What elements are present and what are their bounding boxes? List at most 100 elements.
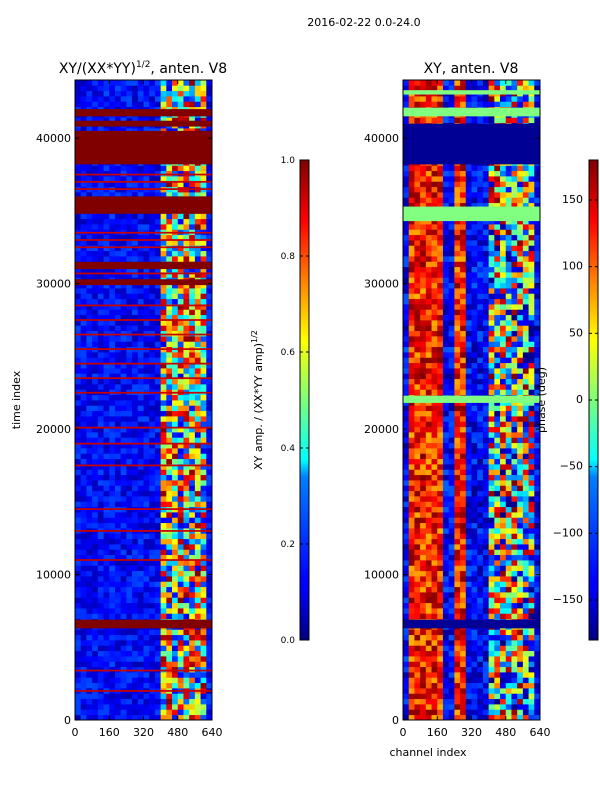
heat-cell	[522, 442, 529, 449]
heat-cell	[414, 421, 421, 428]
heat-cell	[126, 362, 133, 369]
heat-cell	[465, 693, 472, 700]
heat-cell	[109, 480, 116, 486]
heat-cell	[471, 426, 478, 433]
heat-cell	[420, 282, 427, 289]
heat-cell	[189, 592, 196, 598]
heat-cell	[511, 608, 518, 614]
heat-cell	[465, 330, 472, 337]
heat-cell	[92, 410, 99, 417]
heat-cell	[86, 501, 93, 508]
heat-cell	[166, 533, 173, 540]
heat-cell	[97, 496, 104, 502]
heat-cell	[177, 272, 184, 278]
heat-cell	[109, 80, 116, 86]
heat-cell	[172, 165, 179, 172]
heat-cell	[477, 320, 484, 326]
heat-cell	[97, 432, 104, 438]
heat-cell	[534, 650, 541, 657]
heat-cell	[460, 464, 467, 470]
heat-cell	[442, 693, 450, 700]
heat-cell	[442, 554, 450, 561]
heat-cell	[97, 666, 104, 673]
heat-cell	[511, 645, 518, 652]
heat-cell	[97, 597, 104, 604]
heat-cell	[403, 693, 410, 700]
heat-cell	[160, 368, 167, 374]
heat-cell	[160, 613, 167, 620]
heat-cell	[149, 405, 156, 412]
heat-cell	[114, 320, 122, 326]
heat-cell	[75, 85, 82, 92]
heat-cell	[460, 704, 467, 710]
heat-cell	[194, 693, 201, 700]
heat-cell	[522, 688, 529, 694]
heat-cell	[80, 245, 87, 252]
heat-cell	[403, 389, 410, 396]
heat-cell	[420, 501, 427, 508]
heat-cell	[425, 266, 432, 273]
heat-cell	[408, 672, 415, 678]
heat-cell	[183, 165, 190, 172]
heat-cell	[437, 346, 444, 353]
heat-cell	[206, 442, 213, 449]
heat-cell	[482, 437, 490, 444]
heat-cell	[206, 352, 213, 358]
heat-cell	[80, 480, 87, 486]
heat-cell	[517, 613, 524, 620]
heat-cell	[200, 181, 207, 188]
heat-cell	[448, 346, 455, 353]
heat-cell	[114, 576, 122, 582]
heat-cell	[500, 426, 507, 433]
heat-cell	[114, 405, 122, 412]
heat-cell	[114, 240, 122, 246]
heat-cell	[92, 245, 99, 252]
heat-cell	[149, 96, 156, 102]
heat-cell	[183, 549, 190, 556]
heat-cell	[177, 410, 184, 417]
saturated-line	[75, 377, 212, 380]
heat-cell	[528, 336, 535, 342]
heat-cell	[522, 709, 529, 716]
heat-cell	[403, 581, 410, 588]
heat-cell	[482, 634, 490, 641]
heat-cell	[132, 714, 139, 721]
heat-cell	[431, 373, 438, 380]
heat-cell	[137, 634, 144, 641]
heat-cell	[500, 581, 507, 588]
heat-cell	[477, 661, 484, 668]
heat-cell	[160, 421, 167, 428]
heat-cell	[154, 80, 162, 86]
heat-cell	[431, 448, 438, 454]
heat-cell	[166, 250, 173, 257]
heat-cell	[75, 341, 82, 348]
heat-cell	[80, 80, 87, 86]
heat-cell	[437, 469, 444, 476]
heat-cell	[494, 421, 501, 428]
heat-cell	[103, 234, 110, 241]
heat-cell	[442, 293, 450, 300]
heat-cell	[97, 538, 104, 545]
heat-cell	[534, 346, 541, 353]
heat-cell	[200, 298, 207, 305]
heat-cell	[177, 490, 184, 497]
heat-cell	[177, 437, 184, 444]
heat-cell	[482, 373, 490, 380]
heat-cell	[183, 570, 190, 577]
heat-cell	[75, 533, 82, 540]
heat-cell	[448, 688, 455, 694]
heat-cell	[420, 469, 427, 476]
heat-cell	[482, 517, 490, 524]
heat-cell	[488, 576, 495, 582]
heat-cell	[403, 666, 410, 673]
heat-cell	[420, 506, 427, 513]
heat-cell	[494, 549, 501, 556]
heat-cell	[103, 373, 110, 380]
heat-cell	[86, 373, 93, 380]
heat-cell	[488, 277, 495, 284]
heat-cell	[80, 512, 87, 518]
heat-cell	[454, 277, 461, 284]
heat-cell	[471, 277, 478, 284]
heat-cell	[420, 384, 427, 390]
saturated-line	[75, 304, 212, 307]
